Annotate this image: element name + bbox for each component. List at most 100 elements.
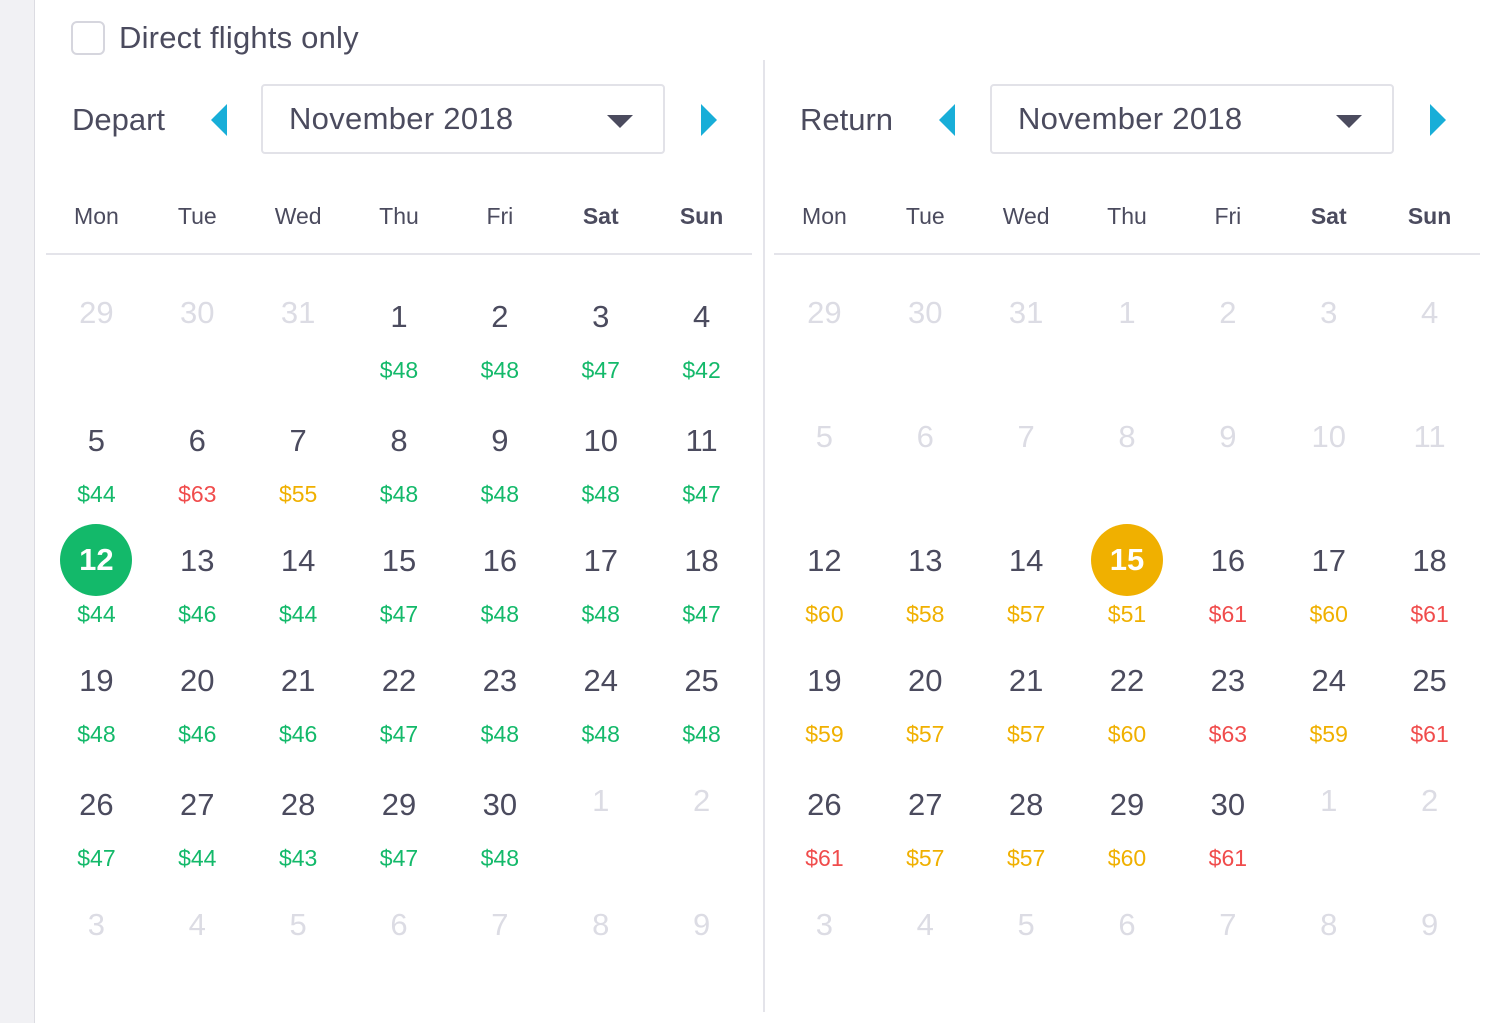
day-cell[interactable]: 19 $59 bbox=[774, 642, 875, 762]
day-cell[interactable]: 16 $48 bbox=[449, 522, 550, 642]
day-cell[interactable]: 18 $47 bbox=[651, 522, 752, 642]
day-number: 6 bbox=[188, 423, 206, 458]
day-cell[interactable]: 16 $61 bbox=[1177, 522, 1278, 642]
selected-day-cell[interactable]: 15 $51 bbox=[1077, 522, 1178, 642]
day-cell[interactable]: 30 $61 bbox=[1177, 766, 1278, 886]
day-cell[interactable]: 1 $48 bbox=[349, 278, 450, 398]
other-month-day-cell: 30 bbox=[147, 278, 248, 398]
depart-calendar-header: Depart November 2018 bbox=[46, 84, 752, 156]
day-cell[interactable]: 27 $44 bbox=[147, 766, 248, 886]
day-price: $61 bbox=[1208, 601, 1248, 627]
day-cell[interactable]: 24 $48 bbox=[550, 642, 651, 762]
day-price: $57 bbox=[906, 845, 945, 871]
day-cell[interactable]: 11 $47 bbox=[651, 402, 752, 522]
day-cell[interactable]: 23 $48 bbox=[449, 642, 550, 762]
other-month-day-cell: 2 bbox=[1177, 278, 1278, 398]
day-cell[interactable]: 15 $47 bbox=[349, 522, 450, 642]
chevron-left-icon bbox=[939, 104, 955, 136]
day-cell[interactable]: 19 $48 bbox=[46, 642, 147, 762]
day-number: 17 bbox=[583, 543, 618, 578]
day-cell[interactable]: 20 $46 bbox=[147, 642, 248, 762]
day-price: $48 bbox=[379, 357, 419, 383]
day-number: 8 bbox=[1320, 907, 1338, 942]
day-number: 16 bbox=[1210, 543, 1246, 578]
week-row: 26 $47 27 $44 28 $43 29 $47 30 $48 1 2 bbox=[46, 766, 752, 886]
other-month-day-cell: 7 bbox=[1177, 890, 1278, 1010]
day-price: $57 bbox=[906, 721, 945, 747]
day-cell[interactable]: 12 $60 bbox=[774, 522, 875, 642]
day-cell[interactable]: 10 $48 bbox=[550, 402, 651, 522]
return-next-month-button[interactable] bbox=[1425, 103, 1451, 137]
other-month-day-cell: 4 bbox=[875, 890, 976, 1010]
depart-next-month-button[interactable] bbox=[696, 103, 722, 137]
day-cell[interactable]: 5 $44 bbox=[46, 402, 147, 522]
week-row: 29 30 31 1 2 3 4 bbox=[774, 278, 1480, 398]
day-number: 3 bbox=[592, 299, 610, 334]
day-cell[interactable]: 26 $61 bbox=[774, 766, 875, 886]
direct-flights-filter[interactable]: Direct flights only bbox=[71, 18, 359, 58]
day-cell[interactable]: 8 $48 bbox=[349, 402, 450, 522]
direct-flights-checkbox[interactable] bbox=[71, 21, 105, 55]
other-month-day-cell: 3 bbox=[46, 890, 147, 1010]
day-cell[interactable]: 28 $57 bbox=[976, 766, 1077, 886]
day-cell[interactable]: 22 $47 bbox=[349, 642, 450, 762]
caret-down-icon bbox=[1336, 115, 1362, 128]
day-cell[interactable]: 3 $47 bbox=[550, 278, 651, 398]
day-cell[interactable]: 14 $57 bbox=[976, 522, 1077, 642]
day-number: 2 bbox=[692, 783, 711, 818]
day-number: 4 bbox=[188, 907, 206, 942]
day-price: $47 bbox=[682, 481, 721, 507]
day-cell[interactable]: 25 $61 bbox=[1379, 642, 1480, 762]
day-cell[interactable]: 17 $60 bbox=[1278, 522, 1379, 642]
weekday-label: Mon bbox=[802, 203, 847, 229]
day-cell[interactable]: 20 $57 bbox=[875, 642, 976, 762]
day-number: 31 bbox=[280, 295, 316, 330]
other-month-day-cell: 31 bbox=[248, 278, 349, 398]
day-cell[interactable]: 28 $43 bbox=[248, 766, 349, 886]
other-month-day-cell: 8 bbox=[1278, 890, 1379, 1010]
day-cell[interactable]: 21 $46 bbox=[248, 642, 349, 762]
day-number: 21 bbox=[280, 663, 316, 698]
weekday-label: Thu bbox=[379, 203, 419, 229]
day-cell[interactable]: 18 $61 bbox=[1379, 522, 1480, 642]
day-cell[interactable]: 29 $60 bbox=[1077, 766, 1178, 886]
day-cell[interactable]: 27 $57 bbox=[875, 766, 976, 886]
day-number: 14 bbox=[280, 543, 316, 578]
day-cell[interactable]: 7 $55 bbox=[248, 402, 349, 522]
caret-down-icon bbox=[607, 115, 633, 128]
day-cell[interactable]: 4 $42 bbox=[651, 278, 752, 398]
day-number: 3 bbox=[87, 907, 106, 942]
day-cell[interactable]: 25 $48 bbox=[651, 642, 752, 762]
weekday-label: Tue bbox=[177, 203, 217, 229]
day-price: $48 bbox=[480, 357, 520, 383]
day-number: 5 bbox=[289, 907, 307, 942]
day-cell[interactable]: 6 $63 bbox=[147, 402, 248, 522]
selected-day-cell[interactable]: 12 $44 bbox=[46, 522, 147, 642]
day-cell[interactable]: 17 $48 bbox=[550, 522, 651, 642]
return-month-select[interactable]: November 2018 bbox=[990, 84, 1394, 154]
other-month-day-cell: 29 bbox=[46, 278, 147, 398]
day-cell[interactable]: 14 $44 bbox=[248, 522, 349, 642]
day-cell[interactable]: 9 $48 bbox=[449, 402, 550, 522]
day-cell[interactable]: 30 $48 bbox=[449, 766, 550, 886]
day-number: 26 bbox=[807, 787, 842, 822]
day-cell[interactable]: 21 $57 bbox=[976, 642, 1077, 762]
other-month-day-cell: 6 bbox=[1077, 890, 1178, 1010]
day-price: $60 bbox=[1107, 721, 1147, 747]
other-month-day-cell: 7 bbox=[976, 402, 1077, 522]
depart-prev-month-button[interactable] bbox=[206, 103, 232, 137]
day-number: 2 bbox=[491, 299, 509, 334]
day-cell[interactable]: 29 $47 bbox=[349, 766, 450, 886]
day-cell[interactable]: 24 $59 bbox=[1278, 642, 1379, 762]
day-cell[interactable]: 13 $46 bbox=[147, 522, 248, 642]
return-calendar-header: Return November 2018 bbox=[774, 84, 1480, 156]
day-cell[interactable]: 23 $63 bbox=[1177, 642, 1278, 762]
day-price: $55 bbox=[278, 481, 318, 507]
depart-month-select[interactable]: November 2018 bbox=[261, 84, 665, 154]
other-month-day-cell: 1 bbox=[1077, 278, 1178, 398]
return-prev-month-button[interactable] bbox=[934, 103, 960, 137]
day-cell[interactable]: 26 $47 bbox=[46, 766, 147, 886]
day-cell[interactable]: 13 $58 bbox=[875, 522, 976, 642]
day-cell[interactable]: 22 $60 bbox=[1077, 642, 1178, 762]
day-cell[interactable]: 2 $48 bbox=[449, 278, 550, 398]
